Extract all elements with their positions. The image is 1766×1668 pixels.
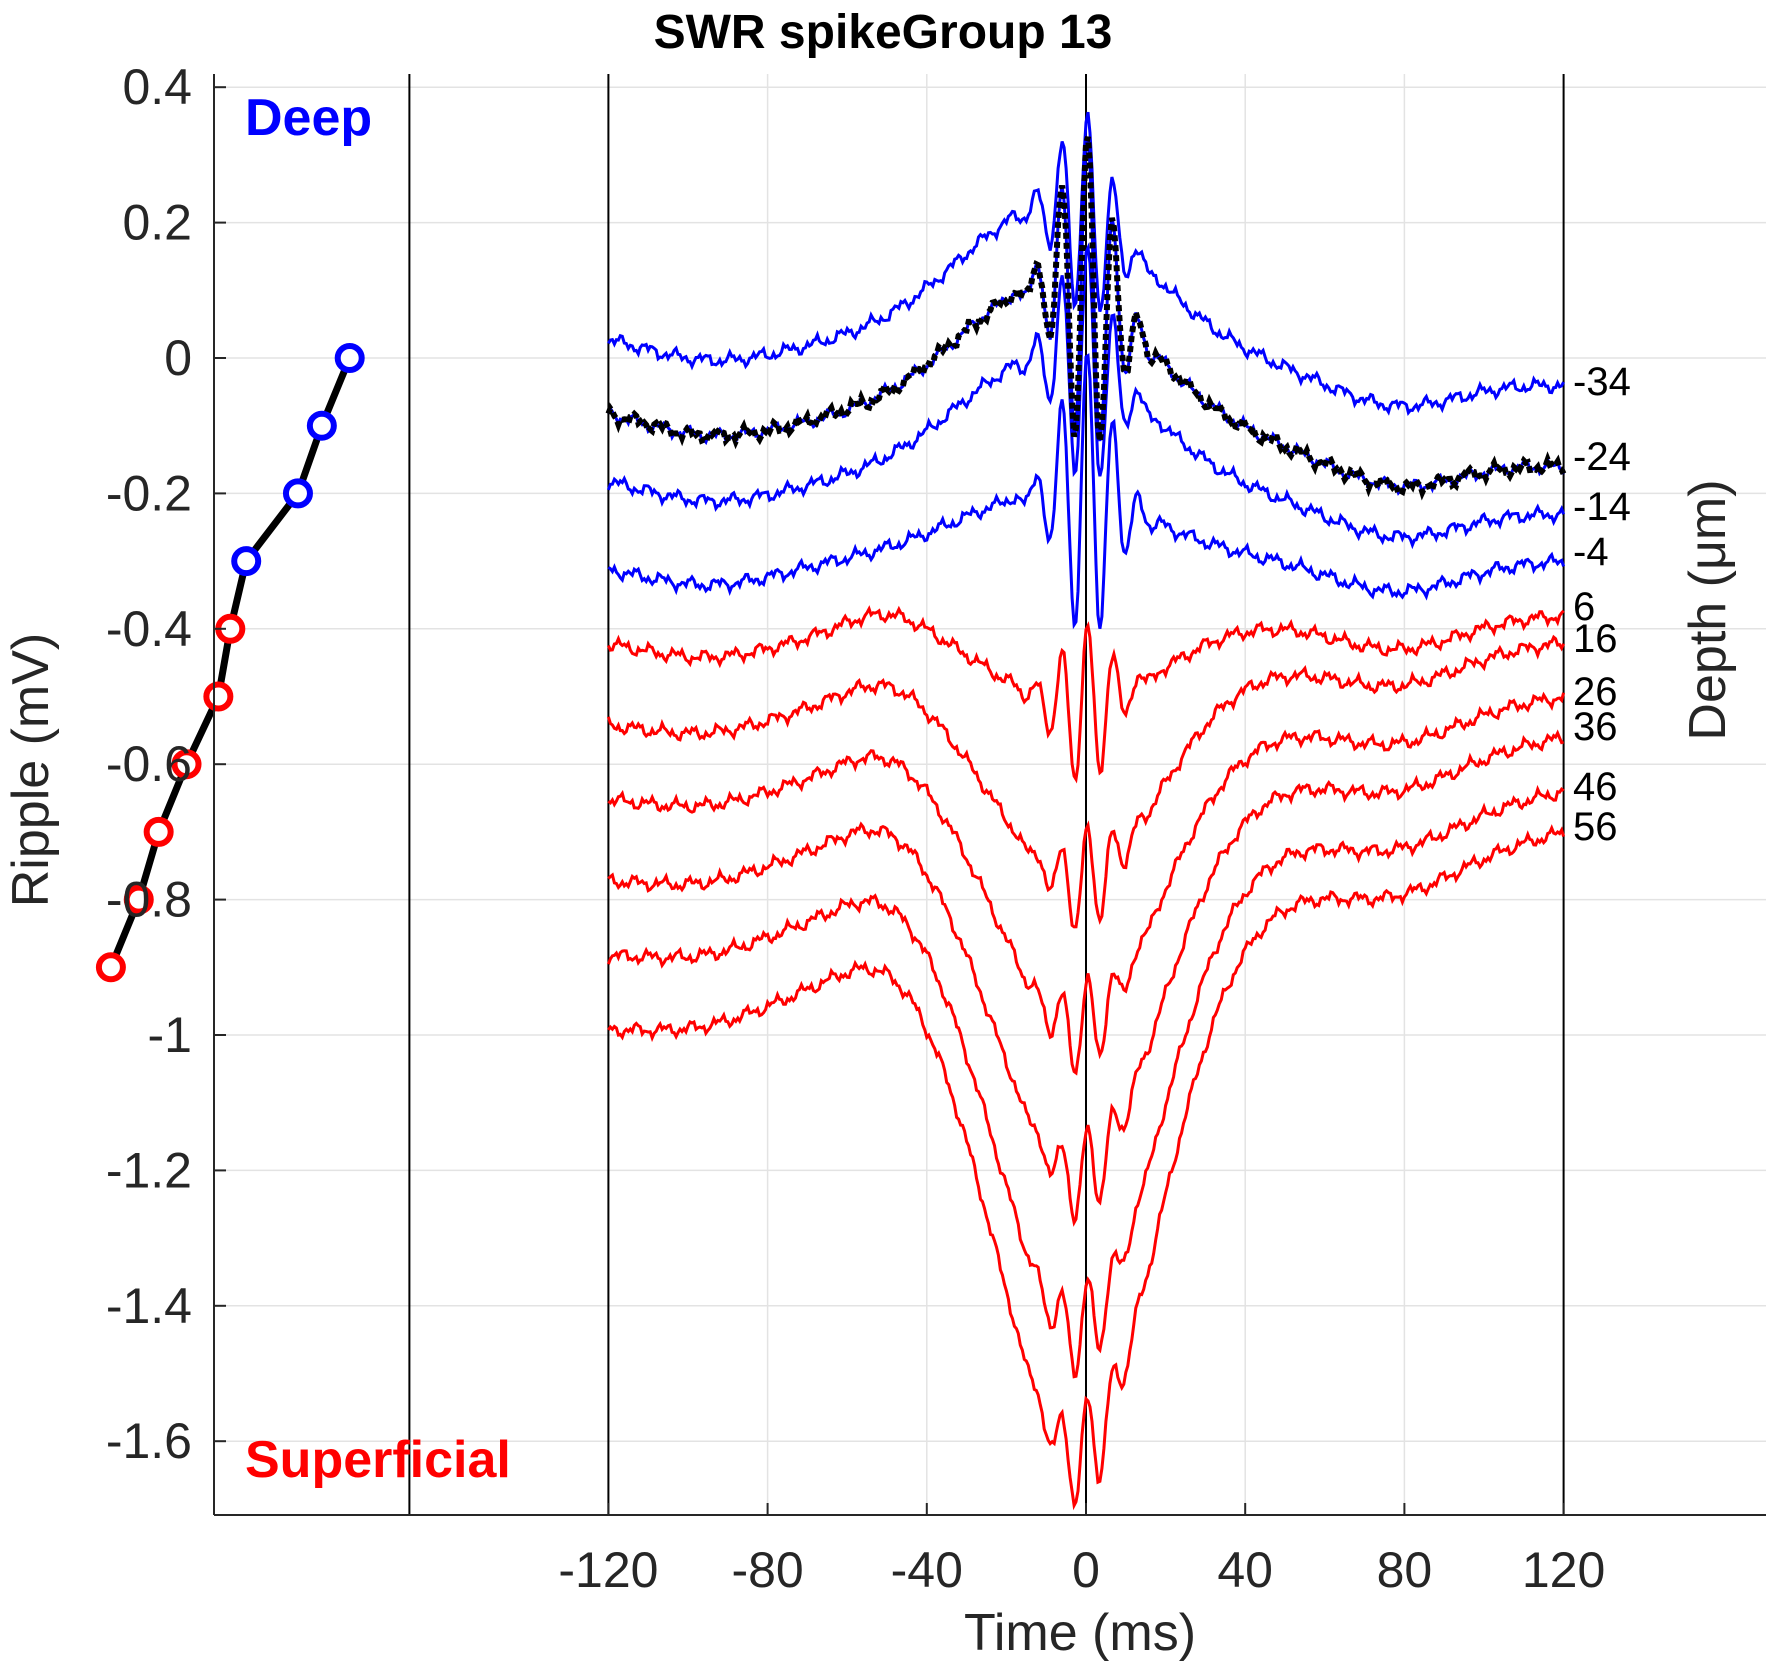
depth-profile-line [107,356,353,969]
trace-depth-6 [607,605,1565,784]
y-tick-label: 0 [164,330,192,386]
y-tick-labels: 0.4 0.2 0 -0.2 -0.4 -0.6 -0.8 -1 -1.2 -1.4 -1.6 [106,59,226,1469]
depth-label: -34 [1573,360,1631,404]
y-tick-label: -0.6 [106,736,192,792]
trace-depth-36 [607,729,1565,1227]
depth-profile-marker [306,410,337,441]
depth-label: 16 [1573,617,1618,661]
y-tick-label: -0.8 [106,872,192,928]
depth-profile-marker [334,343,365,373]
depth-profile-marker [143,816,174,847]
y-tick-label: -1.6 [106,1413,192,1469]
depth-profile-marker [95,952,126,983]
depth-label: 26 [1573,670,1618,714]
x-tick-label: -80 [731,1542,803,1598]
x-tick-labels: -120 -80 -40 0 40 80 120 [558,1503,1605,1598]
y-tick-label: 0.4 [122,59,192,115]
depth-profile-marker [203,681,234,712]
x-tick-label: 120 [1522,1542,1605,1598]
depth-label: -24 [1573,435,1631,479]
y-tick-label: -1.4 [106,1278,192,1334]
trace-depth-26 [607,691,1566,1076]
x-tick-label: 80 [1377,1542,1433,1598]
y-tick-label: -1.2 [106,1142,192,1198]
x-axis-title: Time (ms) [964,1604,1196,1662]
highlighted-trace [605,136,1567,501]
depth-label: -14 [1573,485,1631,529]
depth-profile-marker [171,749,202,780]
x-tick-label: -120 [558,1542,658,1598]
trace-depth-56 [607,824,1566,1511]
trace-depth--34 [607,111,1565,417]
x-tick-label: 0 [1072,1542,1100,1598]
chart-title: SWR spikeGroup 13 [654,6,1113,59]
y-tick-label: -0.4 [106,601,192,657]
x-tick-label: -40 [891,1542,963,1598]
y2-axis-title: Depth (μm) [1679,479,1737,740]
vertical-reference-lines [408,74,1565,1515]
y-axis-title: Ripple (mV) [2,633,60,908]
axes [213,74,1766,1516]
trace-depth--4 [607,353,1566,630]
trace-depth-16 [606,634,1565,929]
depth-label: 36 [1573,705,1618,749]
ripple-traces [605,111,1567,1511]
trace-depth--14 [606,242,1566,550]
depth-profile-marker [123,884,154,915]
depth-label: -4 [1573,530,1609,574]
trace-depth-46 [606,784,1565,1379]
depth-profile-marker [282,478,313,509]
depth-profile-marker [231,546,262,577]
superficial-annotation: Superficial [245,1431,511,1489]
depth-label: 46 [1573,765,1618,809]
y-tick-label: -0.2 [106,465,192,521]
deep-annotation: Deep [245,89,372,147]
depth-label: 6 [1573,585,1595,629]
depth-label: 56 [1573,805,1618,849]
x-tick-label: 40 [1217,1542,1273,1598]
y-tick-label: 0.2 [122,195,192,251]
y-tick-label: -1 [148,1007,192,1063]
